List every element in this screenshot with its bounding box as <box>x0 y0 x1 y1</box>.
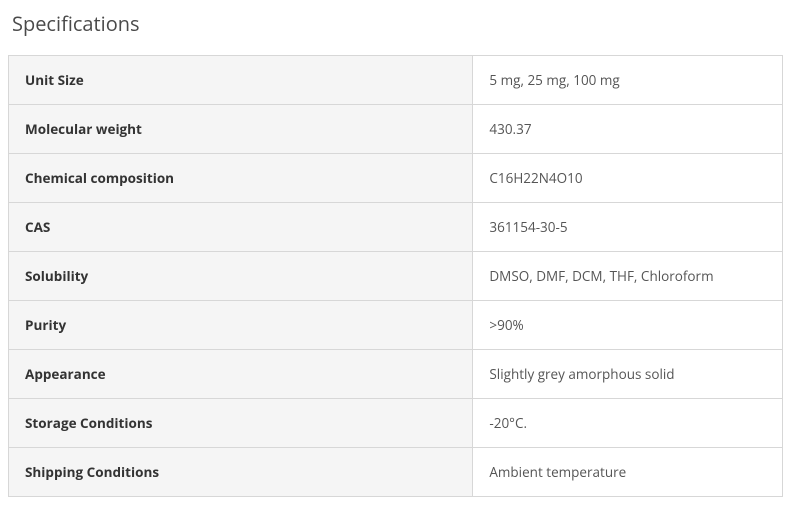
table-row: Purity >90% <box>9 301 783 350</box>
spec-value: C16H22N4O10 <box>473 154 783 203</box>
spec-value: Slightly grey amorphous solid <box>473 350 783 399</box>
spec-label: Molecular weight <box>9 105 473 154</box>
table-row: Appearance Slightly grey amorphous solid <box>9 350 783 399</box>
spec-value: 430.37 <box>473 105 783 154</box>
table-row: Shipping Conditions Ambient temperature <box>9 448 783 497</box>
spec-value: DMSO, DMF, DCM, THF, Chloroform <box>473 252 783 301</box>
spec-label: Appearance <box>9 350 473 399</box>
spec-label: Storage Conditions <box>9 399 473 448</box>
spec-value: 361154-30-5 <box>473 203 783 252</box>
table-row: Storage Conditions -20°C. <box>9 399 783 448</box>
specifications-table: Unit Size 5 mg, 25 mg, 100 mg Molecular … <box>8 55 783 497</box>
spec-label: Shipping Conditions <box>9 448 473 497</box>
table-row: Molecular weight 430.37 <box>9 105 783 154</box>
spec-value: >90% <box>473 301 783 350</box>
spec-label: Unit Size <box>9 56 473 105</box>
spec-value: -20°C. <box>473 399 783 448</box>
table-row: Unit Size 5 mg, 25 mg, 100 mg <box>9 56 783 105</box>
section-title: Specifications <box>12 10 783 37</box>
spec-value: 5 mg, 25 mg, 100 mg <box>473 56 783 105</box>
spec-label: CAS <box>9 203 473 252</box>
spec-label: Purity <box>9 301 473 350</box>
table-row: Solubility DMSO, DMF, DCM, THF, Chlorofo… <box>9 252 783 301</box>
spec-label: Chemical composition <box>9 154 473 203</box>
table-row: Chemical composition C16H22N4O10 <box>9 154 783 203</box>
table-row: CAS 361154-30-5 <box>9 203 783 252</box>
spec-value: Ambient temperature <box>473 448 783 497</box>
spec-label: Solubility <box>9 252 473 301</box>
